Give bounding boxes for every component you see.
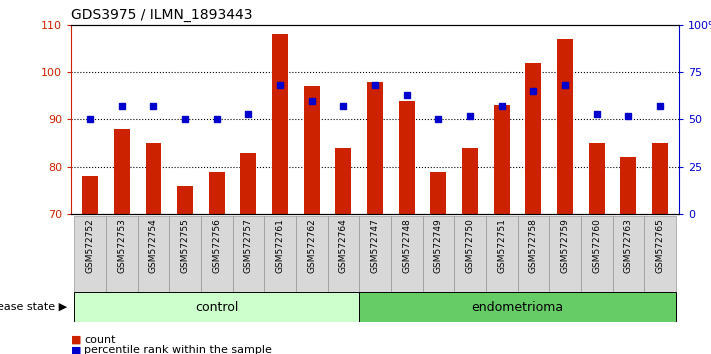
Text: GSM572750: GSM572750 (466, 218, 474, 273)
Text: ■: ■ (71, 346, 82, 354)
Text: GSM572761: GSM572761 (276, 218, 284, 273)
Bar (581, 216, 612, 292)
Bar (82, 176, 98, 214)
Text: GSM572748: GSM572748 (402, 218, 411, 273)
Text: GDS3975 / ILMN_1893443: GDS3975 / ILMN_1893443 (71, 8, 252, 22)
Bar (209, 172, 225, 214)
Bar (557, 39, 573, 214)
Text: GSM572755: GSM572755 (181, 218, 190, 273)
Text: GSM572763: GSM572763 (624, 218, 633, 273)
Bar (304, 86, 320, 214)
Text: GSM572751: GSM572751 (497, 218, 506, 273)
Bar (359, 292, 676, 322)
Text: GSM572749: GSM572749 (434, 218, 443, 273)
Text: GSM572760: GSM572760 (592, 218, 602, 273)
Text: GSM572756: GSM572756 (213, 218, 221, 273)
Text: GSM572753: GSM572753 (117, 218, 127, 273)
Text: count: count (84, 335, 115, 345)
Bar (146, 143, 161, 214)
Bar (201, 216, 232, 292)
Bar (422, 216, 454, 292)
Bar (114, 129, 129, 214)
Text: GSM572759: GSM572759 (560, 218, 570, 273)
Bar (589, 143, 604, 214)
Bar (272, 34, 288, 214)
Bar (169, 216, 201, 292)
Text: GSM572758: GSM572758 (529, 218, 538, 273)
Bar (177, 186, 193, 214)
Text: control: control (195, 301, 238, 314)
Text: GSM572764: GSM572764 (339, 218, 348, 273)
Bar (493, 105, 510, 214)
Bar (232, 216, 264, 292)
Bar (430, 172, 447, 214)
Text: endometrioma: endometrioma (471, 301, 564, 314)
Bar (454, 216, 486, 292)
Bar (367, 81, 383, 214)
Bar (74, 292, 359, 322)
Bar (399, 101, 415, 214)
Text: percentile rank within the sample: percentile rank within the sample (84, 346, 272, 354)
Bar (264, 216, 296, 292)
Bar (549, 216, 581, 292)
Bar (621, 157, 636, 214)
Bar (486, 216, 518, 292)
Text: GSM572765: GSM572765 (656, 218, 665, 273)
Text: GSM572747: GSM572747 (370, 218, 380, 273)
Text: disease state ▶: disease state ▶ (0, 302, 68, 312)
Bar (518, 216, 549, 292)
Bar (106, 216, 138, 292)
Bar (652, 143, 668, 214)
Bar (612, 216, 644, 292)
Text: ■: ■ (71, 335, 82, 345)
Bar (74, 216, 106, 292)
Bar (138, 216, 169, 292)
Bar (462, 148, 478, 214)
Bar (336, 148, 351, 214)
Text: GSM572757: GSM572757 (244, 218, 253, 273)
Bar (391, 216, 422, 292)
Text: GSM572762: GSM572762 (307, 218, 316, 273)
Bar (328, 216, 359, 292)
Text: GSM572754: GSM572754 (149, 218, 158, 273)
Bar (296, 216, 328, 292)
Bar (240, 153, 257, 214)
Bar (359, 216, 391, 292)
Bar (644, 216, 676, 292)
Text: GSM572752: GSM572752 (85, 218, 95, 273)
Bar (525, 63, 541, 214)
